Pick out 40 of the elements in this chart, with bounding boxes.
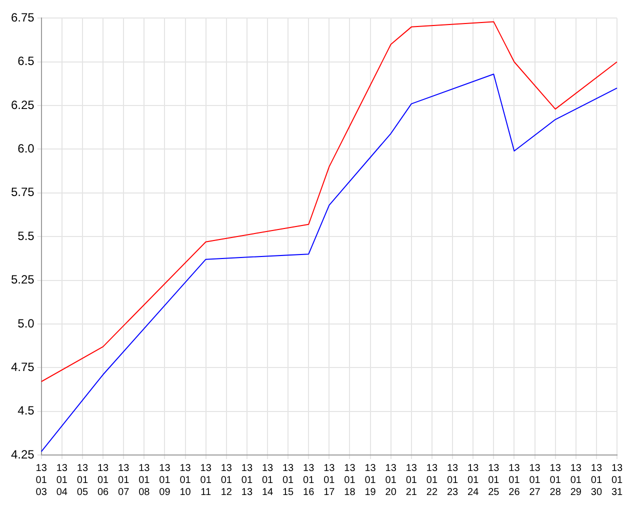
x-tick-label: 13 01 18	[344, 462, 356, 498]
y-tick-label: 4.25	[10, 447, 35, 462]
x-tick-label: 13 01 03	[36, 462, 48, 498]
x-tick-label: 13 01 04	[56, 462, 68, 498]
x-tick-label: 13 01 14	[262, 462, 274, 498]
x-tick-label: 13 01 23	[446, 462, 459, 498]
x-tick-label: 13 01 12	[220, 462, 232, 498]
x-tick-label: 13 01 15	[282, 462, 294, 498]
x-tick-label: 13 01 22	[426, 462, 438, 498]
x-tick-label: 13 01 07	[118, 462, 130, 498]
x-tick-label: 13 01 05	[76, 462, 88, 498]
y-tick-label: 6.5	[18, 54, 35, 68]
x-tick-label: 13 01 24	[468, 462, 480, 498]
y-tick-label: 5.75	[10, 185, 35, 200]
y-tick-label: 6.0	[18, 142, 35, 156]
x-tick-label: 13 01 17	[324, 462, 336, 498]
x-tick-label: 13 01 20	[385, 462, 397, 498]
x-tick-label: 13 01 25	[488, 462, 500, 498]
x-tick-label: 13 01 30	[590, 462, 602, 498]
x-tick-label: 13 01 27	[529, 462, 541, 498]
y-tick-label: 5.5	[18, 228, 35, 243]
x-tick-label: 13 01 29	[570, 462, 582, 498]
x-tick-label: 13 01 19	[364, 462, 376, 498]
y-tick-label: 6.25	[10, 98, 35, 112]
y-tick-label: 4.75	[10, 360, 35, 374]
x-tick-label: 13 01 06	[97, 462, 110, 498]
x-tick-label: 13 01 31	[611, 462, 623, 498]
x-tick-label: 13 01 10	[180, 462, 192, 498]
x-tick-label: 13 01 16	[303, 462, 315, 498]
x-tick-label: 13 01 11	[200, 462, 212, 498]
x-tick-label: 13 01 13	[241, 462, 253, 498]
y-tick-label: 5.25	[10, 272, 35, 287]
x-tick-label: 13 01 09	[159, 462, 171, 498]
x-tick-label: 13 01 26	[508, 462, 520, 498]
x-tick-label: 13 01 21	[406, 462, 418, 498]
y-tick-label: 4.5	[18, 404, 35, 418]
y-tick-label: 6.75	[10, 10, 35, 25]
y-tick-label: 5.0	[18, 316, 35, 330]
x-tick-label: 13 01 08	[138, 462, 150, 498]
x-tick-label: 13 01 28	[550, 462, 562, 498]
